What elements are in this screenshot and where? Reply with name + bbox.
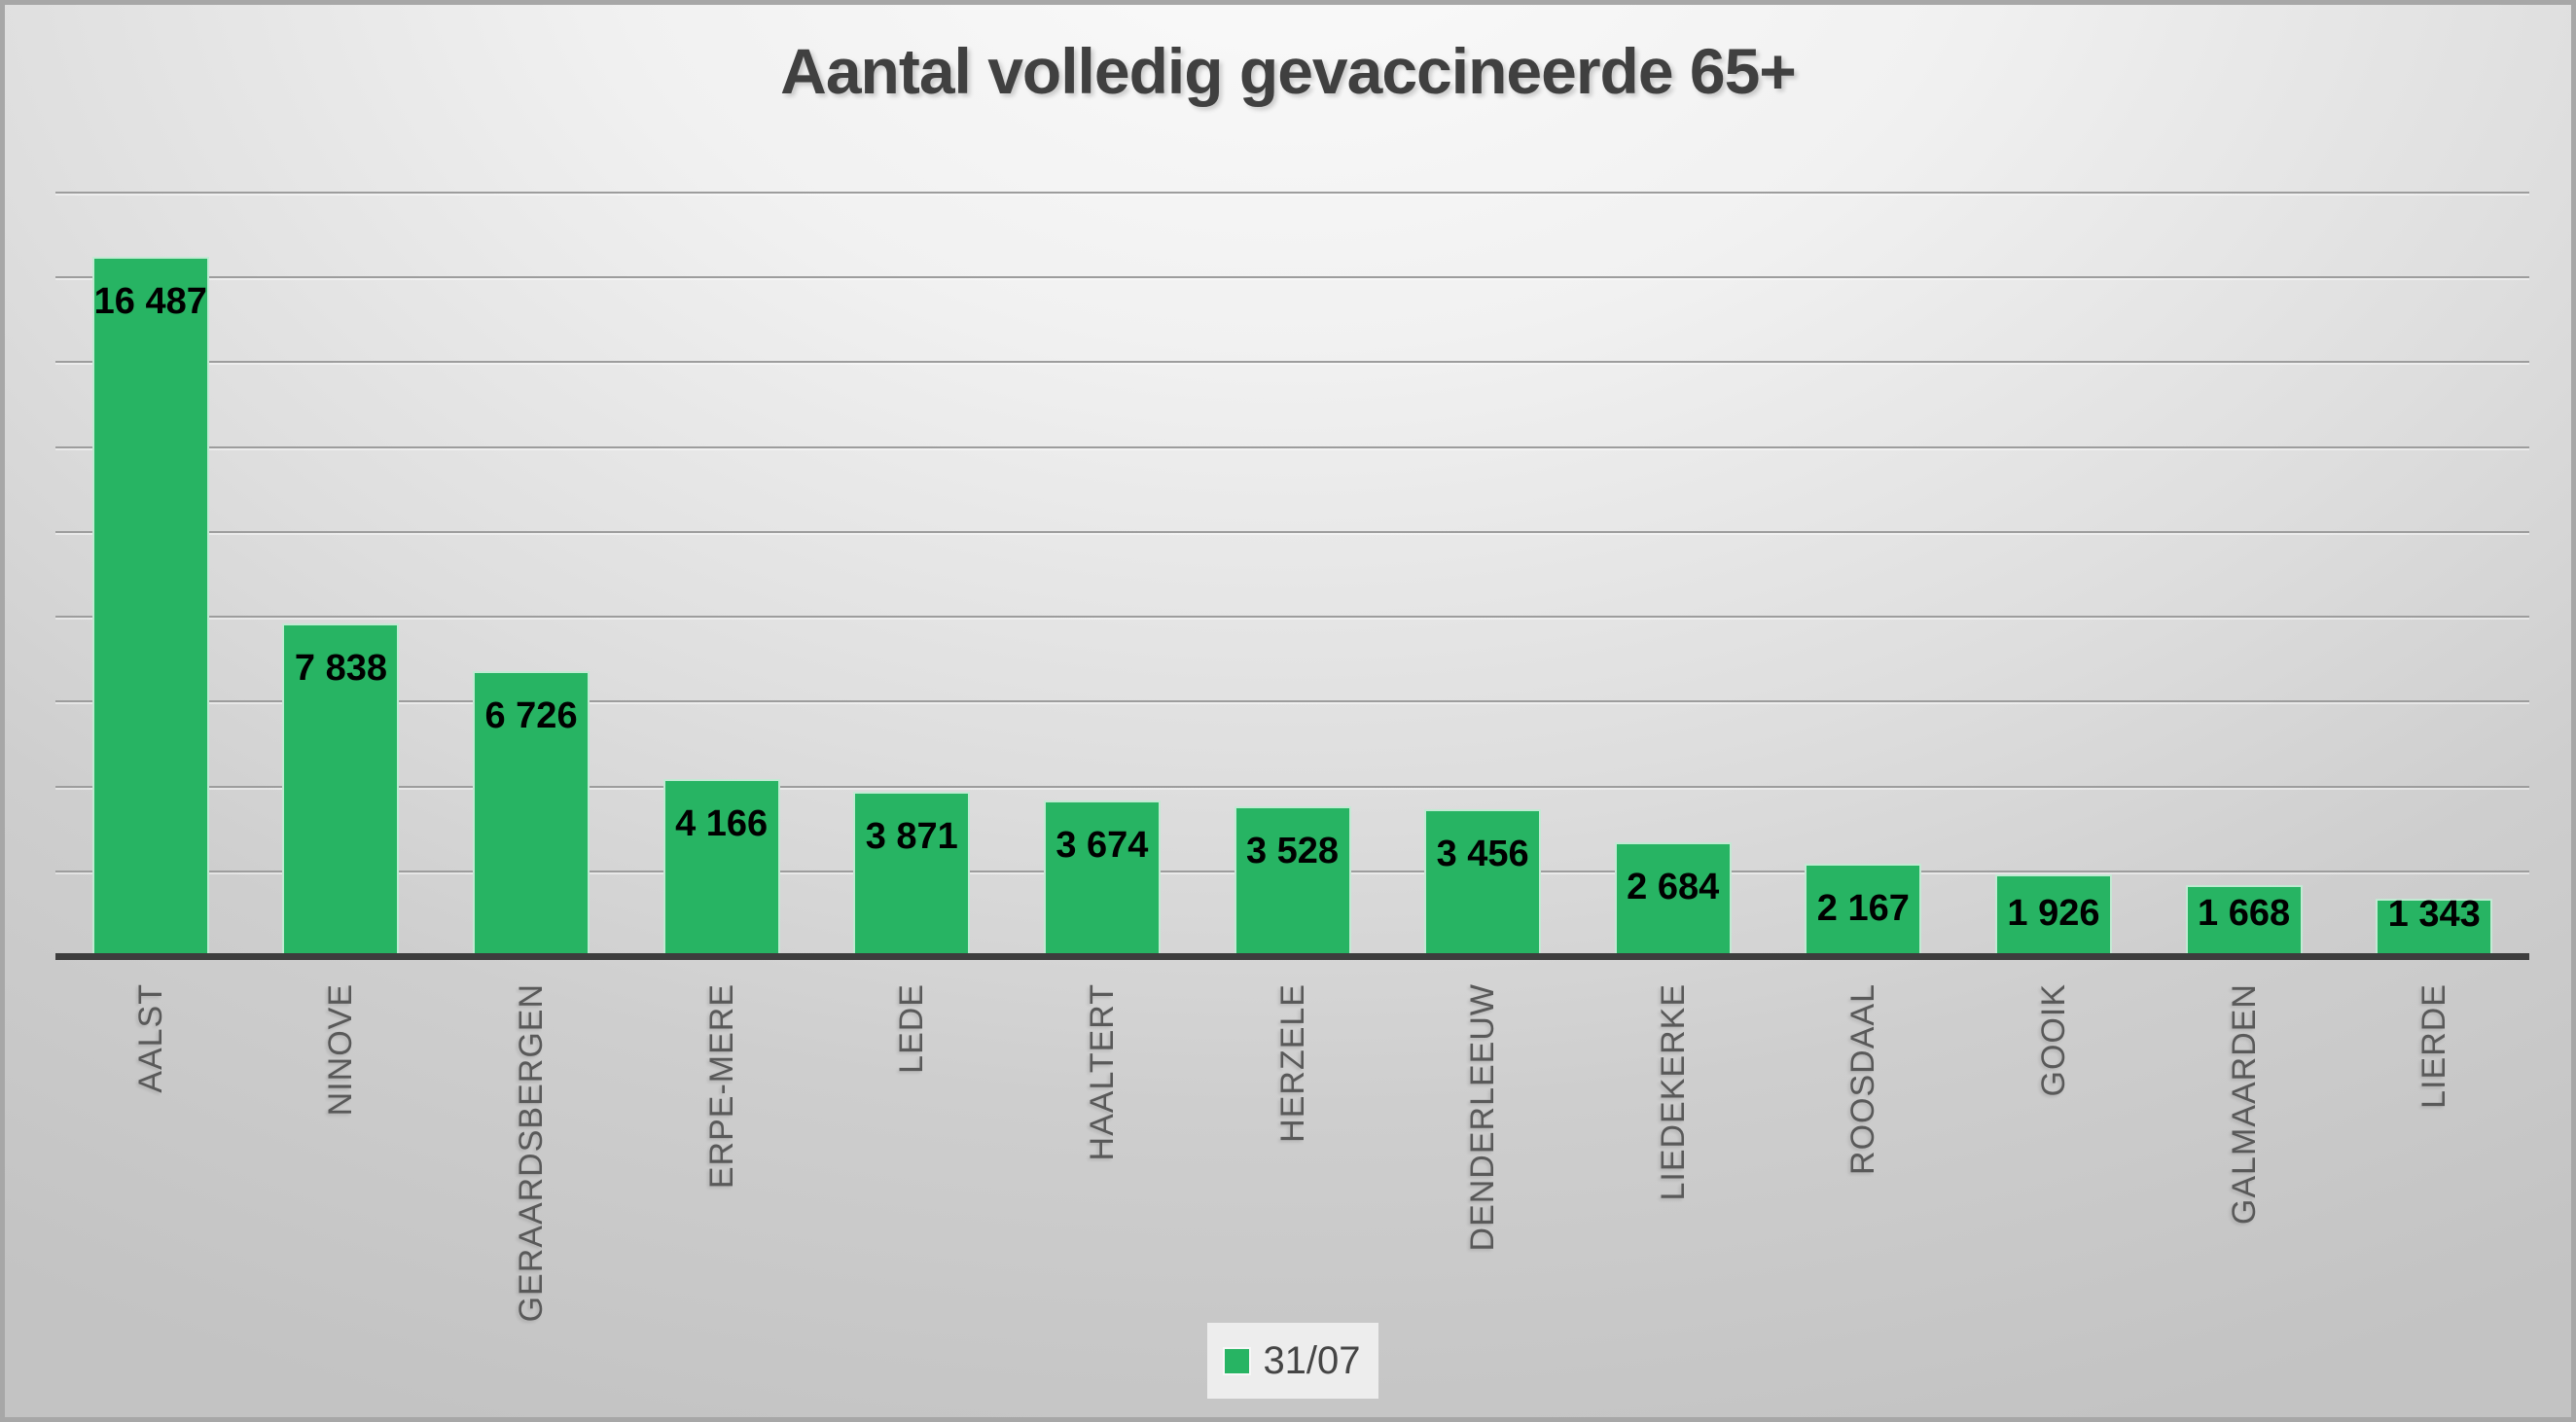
x-axis-label: AALST	[131, 983, 169, 1093]
bar-value-label: 3 528	[1245, 831, 1340, 872]
bar-value-label: 7 838	[294, 648, 387, 690]
gridline	[55, 616, 2529, 619]
bar	[1994, 874, 2112, 956]
bar-value-label: 3 674	[1055, 824, 1149, 866]
gridline	[55, 192, 2529, 194]
bar-value-label: 3 456	[1436, 834, 1529, 875]
gridline	[55, 276, 2529, 279]
gridline	[55, 700, 2529, 703]
bar	[1424, 809, 1542, 956]
bar-value-label: 2 167	[1816, 888, 1910, 930]
bar-value-label: 2 684	[1627, 866, 1720, 907]
x-axis-label: GOOIK	[2034, 983, 2072, 1097]
gridline	[55, 785, 2529, 788]
chart-title: Aantal volledig gevaccineerde 65+	[780, 35, 1797, 107]
bar-value-label: 16 487	[93, 280, 207, 322]
x-axis-label: NINOVE	[322, 983, 360, 1117]
x-axis-label: DENDERLEEUW	[1464, 983, 1502, 1252]
bar-value-label: 1 668	[2198, 893, 2291, 934]
bar	[853, 792, 971, 956]
bar-value-label: 1 926	[2007, 893, 2100, 934]
bar	[1043, 800, 1161, 956]
x-axis-label: GALMAARDEN	[2225, 983, 2263, 1226]
gridline	[55, 530, 2529, 533]
x-axis-label: LIEDEKERKE	[1654, 983, 1692, 1201]
bar	[91, 256, 209, 956]
bar	[282, 623, 400, 956]
x-axis-label: LIERDE	[2415, 983, 2453, 1109]
bar-value-label: 4 166	[675, 803, 769, 845]
bar-value-label: 6 726	[484, 694, 578, 736]
gridline	[55, 361, 2529, 364]
x-axis-label: HAALTERT	[1083, 983, 1121, 1161]
legend-swatch-icon	[1225, 1348, 1250, 1373]
legend: 31/07	[1207, 1323, 1378, 1399]
gridline	[55, 445, 2529, 448]
x-axis-line	[55, 953, 2529, 960]
bar	[473, 670, 590, 956]
x-axis-label: LEDE	[893, 983, 931, 1074]
legend-label: 31/07	[1263, 1339, 1361, 1382]
bar	[1805, 864, 1922, 956]
bar-value-label: 3 871	[865, 816, 958, 858]
bar	[1614, 841, 1732, 956]
x-axis-label: ERPE-MERE	[702, 983, 740, 1190]
x-axis-label: GERAARDSBERGEN	[513, 983, 551, 1323]
bar	[1234, 806, 1351, 956]
x-axis-label: ROOSDAAL	[1844, 983, 1882, 1175]
bar-value-label: 1 343	[2387, 894, 2481, 936]
x-axis-label: HERZELE	[1273, 983, 1311, 1143]
